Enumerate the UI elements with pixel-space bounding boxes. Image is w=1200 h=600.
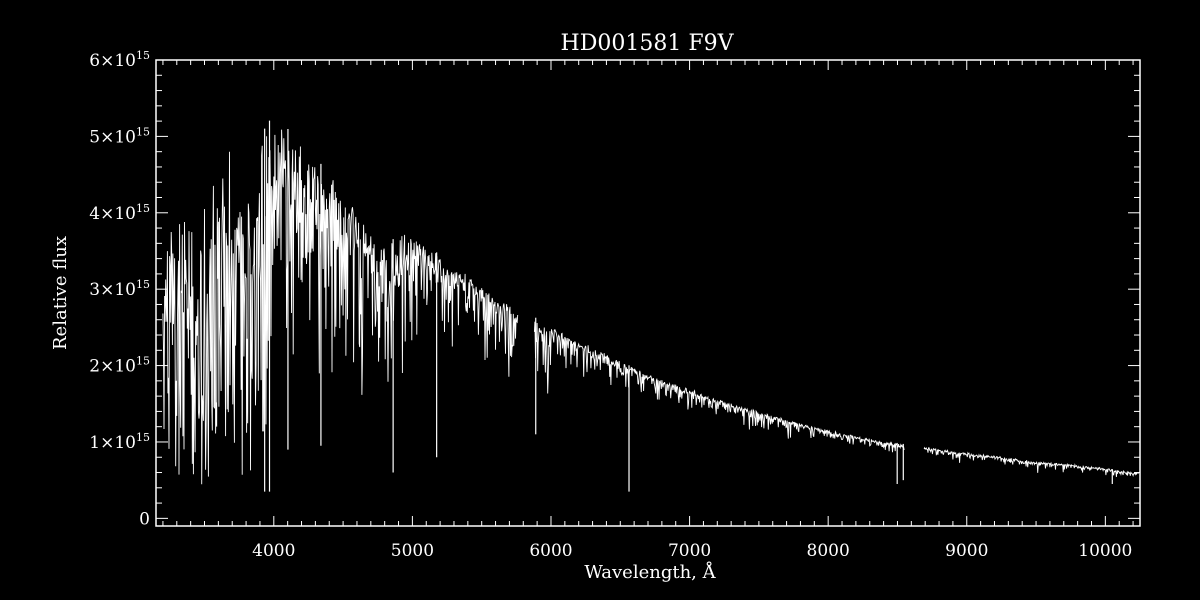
- x-tick-label: 10000: [1078, 541, 1132, 561]
- x-tick-label: 4000: [252, 541, 295, 561]
- x-tick-label: 9000: [945, 541, 988, 561]
- spectrum-layer: [162, 120, 1139, 492]
- y-tick-label: 2×1015: [89, 355, 150, 377]
- x-tick-label: 5000: [391, 541, 434, 561]
- y-tick-label: 6×1015: [89, 49, 150, 71]
- x-tick-label: 7000: [668, 541, 711, 561]
- x-axis-ticks: 4000 5000 6000 7000 8000 9000 10000: [162, 60, 1134, 561]
- y-tick-label: 4×1015: [89, 202, 150, 224]
- x-tick-label: 8000: [807, 541, 850, 561]
- y-tick-label: 3×1015: [89, 278, 150, 300]
- y-tick-label: 0: [139, 509, 150, 529]
- y-tick-label: 1×1015: [89, 431, 150, 453]
- x-tick-label: 6000: [529, 541, 572, 561]
- spectrum-segment-1: [533, 321, 905, 453]
- spectrum-segment-0: [162, 129, 519, 485]
- chart-title: HD001581 F9V: [561, 31, 735, 56]
- x-axis-label: Wavelength, Å: [584, 561, 716, 583]
- y-axis-ticks: 0 1×1015 2×1015 3×1015 4×1015 5×1015 6×1015: [89, 49, 1140, 529]
- spectrum-segment-2: [923, 446, 1139, 477]
- y-tick-label: 5×1015: [89, 125, 150, 147]
- y-axis-label: Relative flux: [50, 236, 71, 350]
